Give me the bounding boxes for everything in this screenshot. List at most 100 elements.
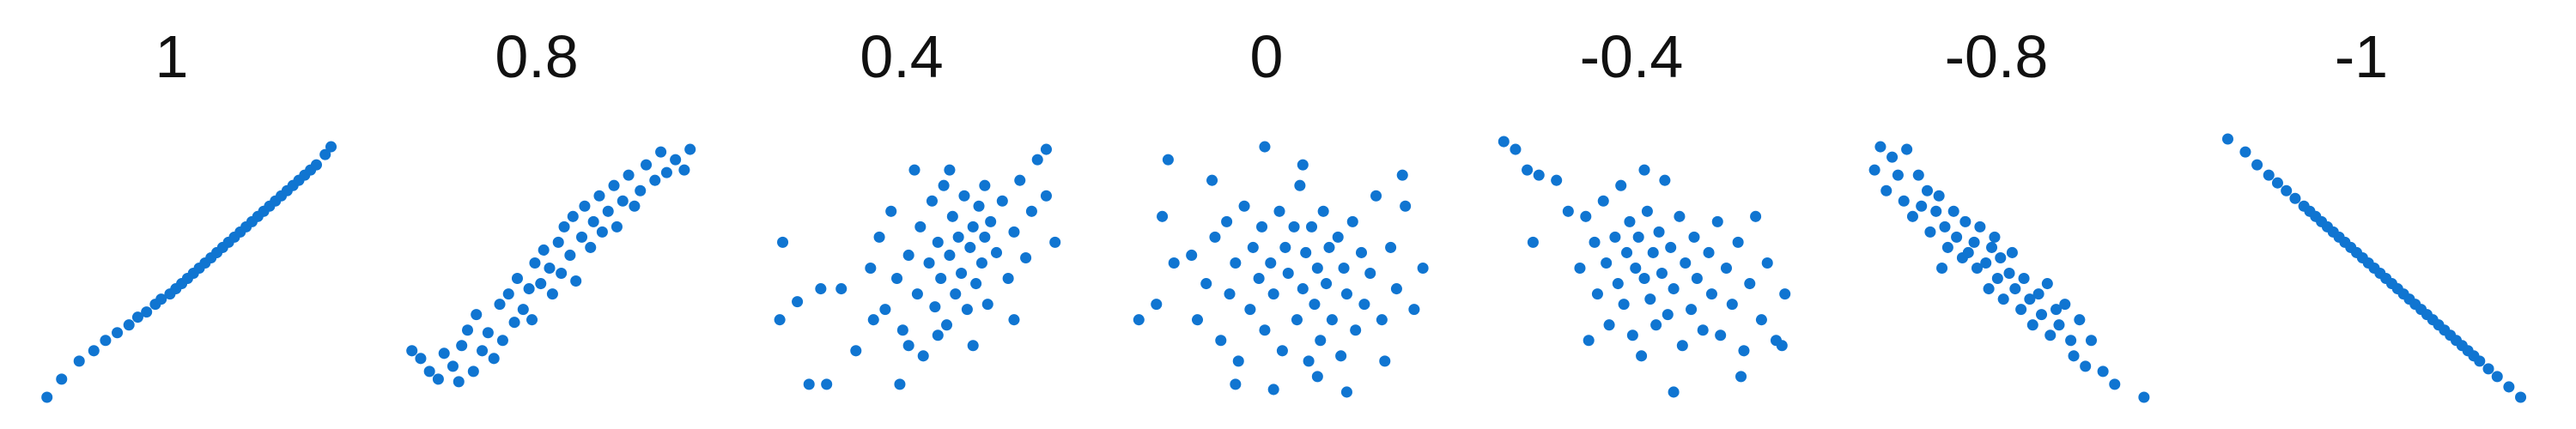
scatter-point: [938, 179, 950, 191]
panel-title: 0: [1249, 23, 1284, 90]
scatter-point: [865, 262, 877, 275]
scatter-panel-0.8: 0.8: [365, 0, 708, 429]
scatter-point: [923, 257, 935, 269]
scatter-point: [319, 148, 331, 160]
scatter-point: [1417, 262, 1429, 275]
scatter-point: [1151, 299, 1163, 311]
scatter-point: [970, 278, 982, 290]
scatter-point: [1008, 226, 1020, 238]
scatter-point: [1206, 174, 1218, 186]
scatter-point: [325, 141, 337, 153]
scatter-point: [1498, 136, 1510, 148]
scatter-point: [979, 179, 991, 191]
scatter-point: [1350, 324, 1362, 336]
scatter-point: [456, 340, 468, 352]
scatter-point: [1297, 283, 1309, 295]
scatter-point: [1624, 215, 1636, 227]
scatter-point: [1311, 262, 1323, 275]
scatter-point: [123, 319, 135, 331]
scatter-point: [1983, 283, 1995, 295]
scatter-point: [1510, 143, 1522, 155]
scatter-point: [1912, 169, 1924, 181]
scatter-point: [2097, 366, 2109, 378]
scatter-point: [1688, 231, 1700, 243]
scatter-point: [1676, 340, 1688, 352]
scatter-point: [2251, 159, 2263, 171]
scatter-point: [961, 304, 973, 316]
scatter-point: [611, 221, 623, 233]
scatter-point: [641, 159, 653, 171]
scatter-point: [1020, 251, 1032, 263]
scatter-point: [1562, 205, 1574, 217]
scatter-point: [2015, 304, 2027, 316]
scatter-point: [1886, 151, 1899, 163]
scatter-point: [1583, 335, 1595, 347]
scatter-point: [1971, 262, 1984, 275]
scatter-point: [1924, 226, 1936, 238]
scatter-point: [112, 327, 124, 339]
scatter-point: [1305, 221, 1318, 233]
scatter-point: [1014, 174, 1026, 186]
scatter-point: [929, 301, 941, 313]
scatter-point: [1247, 241, 1259, 253]
scatter-point: [926, 195, 938, 207]
scatter-point: [1609, 231, 1621, 243]
scatter-point: [1040, 190, 1052, 202]
scatter-point: [1641, 205, 1653, 217]
scatter-point: [1665, 241, 1677, 253]
scatter-point: [1691, 273, 1703, 285]
panel-title: 1: [155, 23, 189, 90]
scatter-point: [593, 190, 605, 202]
scatter-point: [2006, 246, 2018, 258]
scatter-point: [2065, 335, 2077, 347]
scatter-point: [975, 257, 987, 269]
scatter-point: [996, 195, 1008, 207]
scatter-point: [655, 146, 667, 158]
scatter-point: [88, 345, 100, 357]
scatter-point: [774, 314, 786, 326]
scatter-point: [602, 205, 614, 217]
scatter-point: [777, 236, 789, 248]
scatter-point: [579, 200, 591, 212]
scatter-point: [1668, 283, 1680, 295]
scatter-point: [1276, 345, 1288, 357]
scatter-point: [415, 353, 427, 365]
scatter-point: [575, 231, 588, 243]
scatter-point: [967, 221, 979, 233]
scatter-point: [2050, 304, 2063, 316]
scatter-point: [908, 164, 920, 176]
scatter-point: [1300, 246, 1312, 258]
scatter-point: [1574, 262, 1586, 275]
scatter-point: [1989, 231, 2001, 243]
scatter-point: [1385, 241, 1397, 253]
scatter-point: [894, 378, 906, 390]
scatter-point: [891, 273, 903, 285]
scatter-point: [552, 236, 564, 248]
scatter-point: [979, 231, 991, 243]
scatter-point: [502, 288, 514, 300]
scatter-point: [1659, 174, 1671, 186]
scatter-point: [1589, 236, 1601, 248]
scatter-point: [850, 345, 862, 357]
scatter-plot: [41, 141, 337, 403]
scatter-point: [1732, 236, 1744, 248]
scatter-point: [1230, 257, 1242, 269]
scatter-point: [2281, 184, 2293, 196]
scatter-point: [1974, 221, 1986, 233]
scatter-point: [1939, 221, 1951, 233]
scatter-point: [488, 353, 500, 365]
scatter-point: [310, 159, 322, 171]
scatter-point: [1726, 299, 1738, 311]
scatter-plot: [1498, 136, 1791, 398]
scatter-point: [1157, 210, 1169, 222]
scatter-point: [423, 366, 435, 378]
scatter-point: [1340, 386, 1352, 398]
scatter-point: [1396, 169, 1408, 181]
scatter-point: [477, 345, 489, 357]
scatter-point: [1168, 257, 1180, 269]
scatter-point: [2491, 371, 2503, 383]
scatter-point: [406, 345, 418, 357]
scatter-point: [635, 184, 647, 196]
scatter-plot: [406, 143, 696, 388]
